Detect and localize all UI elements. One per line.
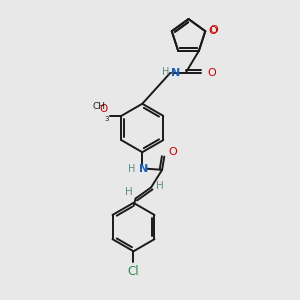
Text: O: O [169, 147, 178, 157]
Text: N: N [171, 68, 181, 78]
Text: 3: 3 [105, 116, 109, 122]
Text: O: O [210, 25, 218, 35]
Text: N: N [139, 164, 148, 174]
Text: H: H [128, 164, 136, 174]
Text: O: O [208, 26, 217, 36]
Text: H: H [162, 67, 169, 77]
Text: CH: CH [93, 103, 106, 112]
Text: Cl: Cl [128, 265, 139, 278]
Text: H: H [156, 181, 164, 191]
Text: O: O [100, 104, 108, 114]
Text: H: H [125, 187, 133, 197]
Text: O: O [208, 68, 216, 78]
